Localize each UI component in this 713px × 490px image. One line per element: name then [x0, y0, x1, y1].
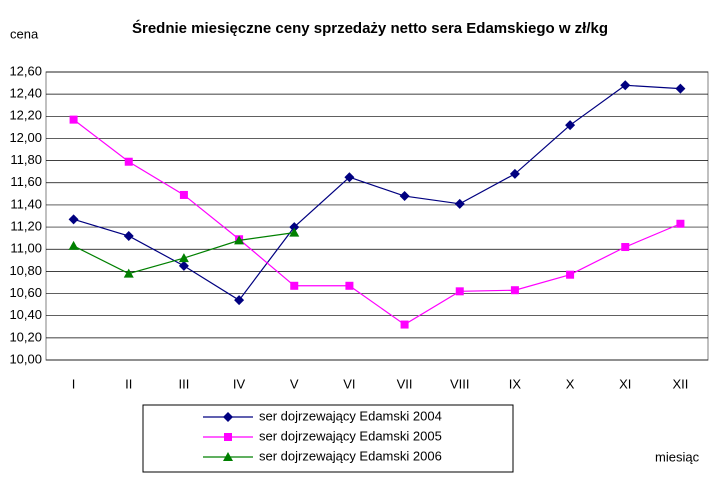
x-tick-label: V: [290, 376, 299, 391]
plot-area: [45, 71, 709, 361]
series-line: [73, 84, 681, 301]
x-tick-label: IX: [509, 376, 522, 391]
data-point: [565, 120, 576, 131]
data-point: [68, 240, 79, 250]
legend-label: ser dojrzewający Edamski 2004: [259, 408, 442, 423]
y-tick-label: 12,00: [9, 130, 42, 145]
y-tick-label: 12,20: [9, 108, 42, 123]
data-point: [289, 227, 300, 237]
legend-marker: [223, 452, 233, 461]
data-point: [178, 260, 189, 271]
data-point: [123, 268, 134, 278]
legend-marker: [223, 412, 233, 422]
data-point: [234, 235, 245, 245]
data-point: [509, 168, 520, 179]
x-tick-label: X: [566, 376, 575, 391]
legend-label: ser dojrzewający Edamski 2006: [259, 448, 442, 463]
data-point: [234, 295, 245, 306]
data-point: [289, 222, 300, 233]
data-point: [124, 157, 133, 166]
data-point: [676, 219, 685, 228]
data-point: [455, 287, 464, 296]
data-point: [400, 320, 409, 329]
data-point: [620, 80, 631, 91]
data-point: [345, 281, 354, 290]
x-tick-label: I: [72, 376, 76, 391]
data-point: [179, 190, 188, 199]
x-tick-label: IV: [233, 376, 246, 391]
data-point: [178, 253, 189, 263]
y-tick-label: 10,60: [9, 285, 42, 300]
data-point: [675, 83, 686, 94]
data-point: [399, 191, 410, 202]
x-tick-label: VI: [343, 376, 355, 391]
data-point: [123, 230, 134, 241]
y-tick-label: 10,80: [9, 263, 42, 278]
data-point: [290, 281, 299, 290]
data-point: [69, 115, 78, 124]
legend-box: [142, 404, 514, 473]
y-tick-label: 10,20: [9, 329, 42, 344]
x-tick-label: VII: [397, 376, 413, 391]
chart-title: Średnie miesięczne ceny sprzedaży netto …: [131, 20, 609, 37]
y-axis-label: cena: [10, 26, 39, 41]
x-tick-label: XI: [619, 376, 631, 391]
x-tick-label: III: [178, 376, 189, 391]
x-tick-label: XII: [672, 376, 688, 391]
y-tick-label: 11,20: [10, 219, 42, 234]
y-tick-label: 11,00: [10, 241, 42, 256]
y-tick-label: 11,40: [10, 196, 42, 211]
series-line: [73, 119, 681, 326]
y-tick-label: 12,60: [9, 63, 42, 78]
x-axis-label: miesiąc: [655, 449, 700, 464]
data-point: [454, 198, 465, 209]
y-tick-label: 11,60: [10, 174, 42, 189]
data-point: [621, 243, 630, 252]
data-point: [344, 172, 355, 183]
x-tick-label: VIII: [450, 376, 470, 391]
y-tick-label: 10,00: [9, 351, 42, 366]
data-point: [510, 286, 519, 295]
data-point: [566, 270, 575, 279]
x-tick-label: II: [125, 376, 132, 391]
y-tick-label: 12,40: [9, 86, 42, 101]
legend-marker: [224, 433, 232, 441]
y-tick-label: 11,80: [10, 152, 42, 167]
y-tick-label: 10,40: [9, 307, 42, 322]
legend-label: ser dojrzewający Edamski 2005: [259, 428, 442, 443]
data-point: [68, 214, 79, 225]
